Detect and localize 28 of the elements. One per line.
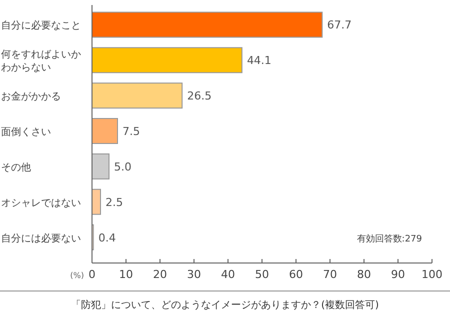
data-label: 67.7 (327, 18, 352, 32)
x-tick-label: 30 (187, 268, 201, 281)
data-label: 0.4 (98, 231, 116, 244)
text: 「防犯」について、どのようなイメージがありますか？(複数回答可) (71, 299, 379, 311)
x-axis-title: (%) (70, 271, 84, 280)
data-label: 5.0 (114, 160, 132, 174)
data-label: 44.1 (246, 54, 272, 68)
x-tick-label: 0 (88, 268, 96, 281)
y-tick-label: 何をすればよいかわからない (1, 50, 81, 74)
x-tick-label: 80 (357, 268, 371, 281)
x-tick-label: 10 (119, 268, 133, 281)
x-tick-label: 90 (391, 268, 405, 281)
x-tick-label: 50 (255, 268, 269, 281)
x-tick-label: 60 (289, 268, 303, 281)
annotation: 有効回答数:279 (356, 233, 422, 244)
y-tick-label: お金がかかる (1, 90, 61, 103)
x-tick-label: 100 (422, 268, 442, 281)
x-tick-label: 40 (221, 268, 235, 281)
data-label: 26.5 (187, 90, 212, 103)
y-tick-label: 自分に必要なこと (1, 20, 81, 32)
x-tick-label: 20 (153, 268, 167, 281)
y-tick-label: 自分には必要ない (1, 232, 81, 244)
x-tick-label: 70 (323, 268, 337, 281)
data-label: 2.5 (106, 196, 123, 209)
y-tick-label: その他 (1, 161, 31, 174)
y-tick-label: オシャレではない (1, 198, 81, 209)
data-label: 7.5 (122, 125, 140, 138)
y-tick-label: 面倒くさい (1, 127, 51, 138)
